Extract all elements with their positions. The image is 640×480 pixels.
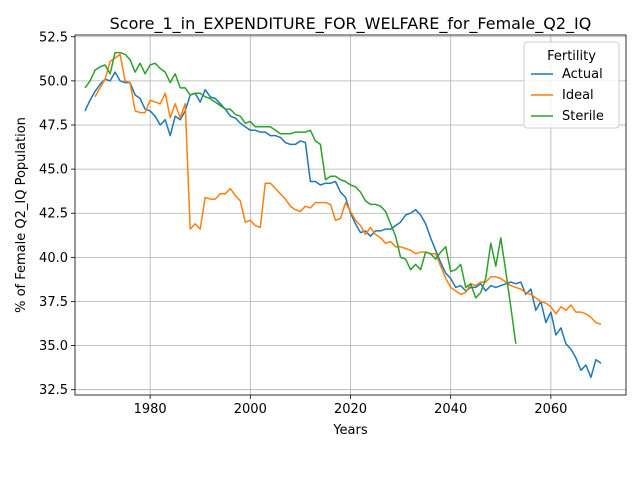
x-axis-label: Years	[332, 423, 368, 438]
y-tick-label: 32.5	[39, 383, 68, 398]
legend-box	[523, 41, 620, 129]
series-line-actual	[84, 71, 602, 379]
series-group	[84, 51, 602, 379]
series-line-sterile	[84, 51, 517, 344]
y-tick-label: 35.0	[39, 339, 68, 354]
legend: Fertility Actual Ideal Sterile	[523, 41, 620, 129]
y-tick-label: 47.5	[39, 119, 68, 134]
y-tick-label: 42.5	[39, 207, 68, 222]
y-tick-label: 37.5	[39, 295, 68, 310]
legend-label-sterile: Sterile	[562, 109, 604, 124]
x-tick-label: 2000	[234, 402, 267, 417]
x-tick-label: 2040	[434, 402, 467, 417]
legend-label-actual: Actual	[562, 67, 603, 82]
y-axis: 32.5 35.0 37.5 40.0 42.5 45.0 47.5 50.0 52.5	[39, 30, 75, 398]
x-tick-label: 2060	[534, 402, 567, 417]
legend-entries: Actual Ideal Sterile	[531, 67, 604, 124]
y-tick-label: 45.0	[39, 163, 68, 178]
y-axis-label: % of Female Q2_IQ Population	[14, 117, 29, 313]
legend-title: Fertility	[547, 49, 596, 64]
x-axis: 1980 2000 2020 2040 2060	[134, 395, 567, 417]
chart-title: Score_1_in_EXPENDITURE_FOR_WELFARE_for_F…	[110, 14, 592, 34]
y-tick-label: 50.0	[39, 74, 68, 89]
y-tick-label: 52.5	[39, 30, 68, 45]
x-tick-label: 1980	[134, 402, 167, 417]
x-tick-label: 2020	[334, 402, 367, 417]
legend-label-ideal: Ideal	[562, 88, 594, 103]
series-line-ideal	[94, 53, 602, 326]
y-tick-label: 40.0	[39, 251, 68, 266]
